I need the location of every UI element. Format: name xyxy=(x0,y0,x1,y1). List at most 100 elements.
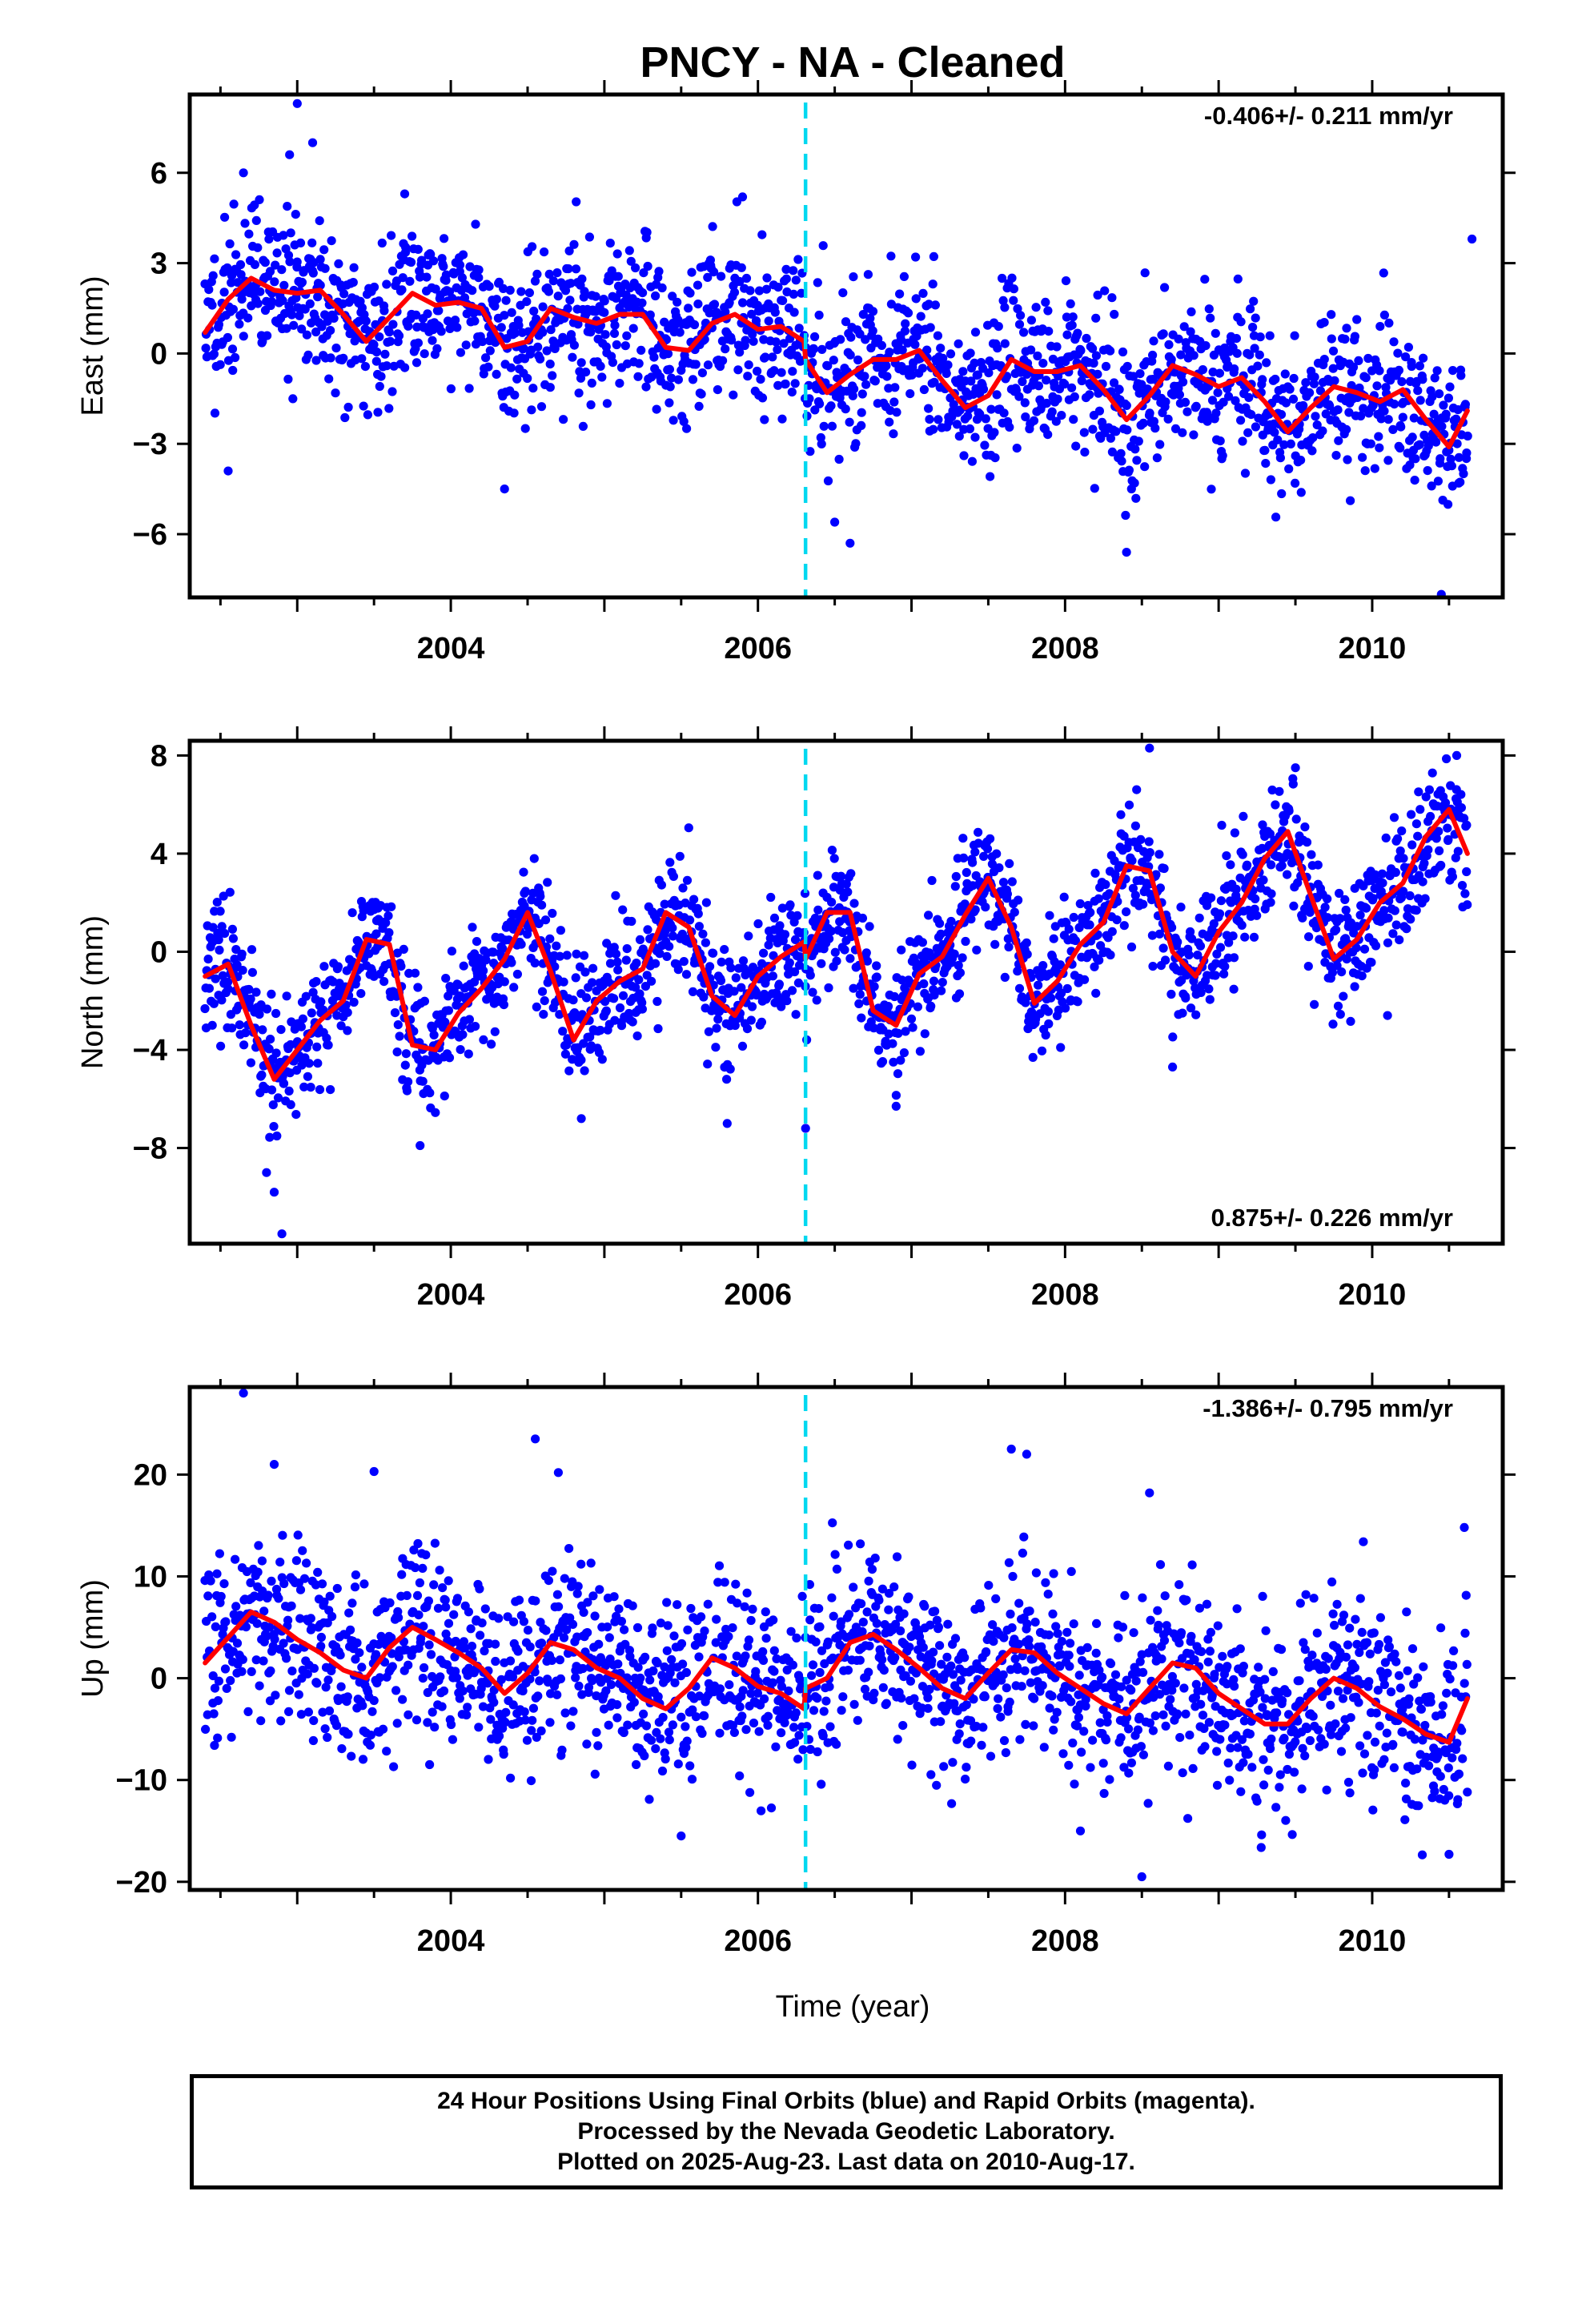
data-point xyxy=(627,916,636,927)
data-point xyxy=(1232,348,1242,358)
data-point xyxy=(1250,344,1259,353)
data-point xyxy=(935,1641,945,1651)
data-point xyxy=(1378,879,1387,888)
data-point xyxy=(325,1591,335,1601)
data-point xyxy=(1318,426,1327,436)
data-point xyxy=(942,368,951,378)
data-point xyxy=(606,1680,616,1690)
data-point xyxy=(1145,408,1154,418)
data-point xyxy=(657,1766,668,1776)
data-point xyxy=(1302,838,1312,847)
data-point xyxy=(474,265,484,275)
data-point xyxy=(343,1007,352,1017)
data-point xyxy=(773,345,782,355)
data-point xyxy=(357,303,367,312)
data-point xyxy=(379,977,389,987)
data-point xyxy=(754,1727,764,1736)
data-point xyxy=(375,381,384,392)
data-point xyxy=(1204,984,1214,994)
data-point xyxy=(704,1027,714,1036)
data-point xyxy=(693,909,703,919)
data-point xyxy=(343,1026,352,1035)
data-point xyxy=(291,210,300,219)
data-point xyxy=(548,908,557,919)
data-point xyxy=(992,849,1002,858)
data-point xyxy=(241,1028,251,1038)
data-point xyxy=(297,277,307,287)
data-point xyxy=(967,456,977,466)
data-point xyxy=(1107,447,1117,457)
data-point xyxy=(1091,988,1101,998)
data-point xyxy=(1031,303,1041,312)
data-point xyxy=(384,404,394,413)
data-point xyxy=(548,371,557,380)
data-point xyxy=(1112,915,1122,925)
data-point xyxy=(709,948,718,958)
data-point xyxy=(350,1582,360,1592)
data-point xyxy=(891,1101,901,1111)
data-point xyxy=(611,891,620,900)
data-point xyxy=(881,361,891,371)
data-point xyxy=(729,390,738,400)
data-point xyxy=(444,1618,454,1628)
data-point xyxy=(1082,333,1091,344)
data-point xyxy=(1220,962,1230,971)
data-point xyxy=(286,1039,295,1050)
data-point xyxy=(675,851,685,861)
data-point xyxy=(524,288,535,298)
data-point xyxy=(1304,932,1314,942)
data-point xyxy=(211,1622,220,1631)
data-point xyxy=(1158,943,1168,953)
data-point xyxy=(1423,845,1433,854)
data-point xyxy=(527,405,536,415)
data-point xyxy=(741,1725,751,1735)
data-point xyxy=(785,900,795,910)
data-point xyxy=(747,309,757,319)
data-point xyxy=(576,1559,586,1569)
data-point xyxy=(1355,911,1365,920)
data-point xyxy=(1009,296,1018,305)
data-point xyxy=(331,1721,342,1731)
data-point xyxy=(323,1040,333,1050)
data-point xyxy=(1174,334,1183,344)
data-point xyxy=(1004,942,1014,952)
data-point xyxy=(1154,850,1164,859)
data-point xyxy=(1444,445,1454,455)
data-point xyxy=(693,280,703,290)
data-point xyxy=(276,1716,286,1726)
data-point xyxy=(1086,907,1095,917)
data-point xyxy=(552,1690,562,1699)
data-point xyxy=(749,336,758,346)
data-point xyxy=(797,288,806,298)
data-point xyxy=(864,1667,873,1677)
data-point xyxy=(868,326,877,336)
data-point xyxy=(697,368,708,378)
data-point xyxy=(1119,921,1129,931)
data-point xyxy=(632,1759,641,1770)
data-point xyxy=(392,1719,402,1728)
data-point xyxy=(966,376,976,386)
data-point xyxy=(1056,1043,1066,1052)
data-point xyxy=(1218,451,1227,460)
data-point xyxy=(1145,848,1154,858)
data-point xyxy=(420,996,430,1006)
data-point xyxy=(452,1594,463,1603)
data-point xyxy=(656,880,667,890)
data-point xyxy=(616,1021,627,1031)
data-point xyxy=(1456,371,1466,380)
data-point xyxy=(1132,785,1142,794)
data-point xyxy=(203,955,213,964)
data-point xyxy=(1026,345,1036,355)
data-point xyxy=(214,1676,223,1686)
data-point xyxy=(540,247,549,257)
data-point xyxy=(717,271,726,281)
data-point xyxy=(1071,441,1081,451)
data-point xyxy=(387,902,396,911)
data-point xyxy=(414,1610,424,1620)
data-point xyxy=(210,408,220,418)
data-point xyxy=(1328,364,1338,373)
data-point xyxy=(811,1637,821,1647)
data-point xyxy=(1389,813,1399,822)
data-point xyxy=(1370,464,1379,473)
data-point xyxy=(836,335,845,344)
